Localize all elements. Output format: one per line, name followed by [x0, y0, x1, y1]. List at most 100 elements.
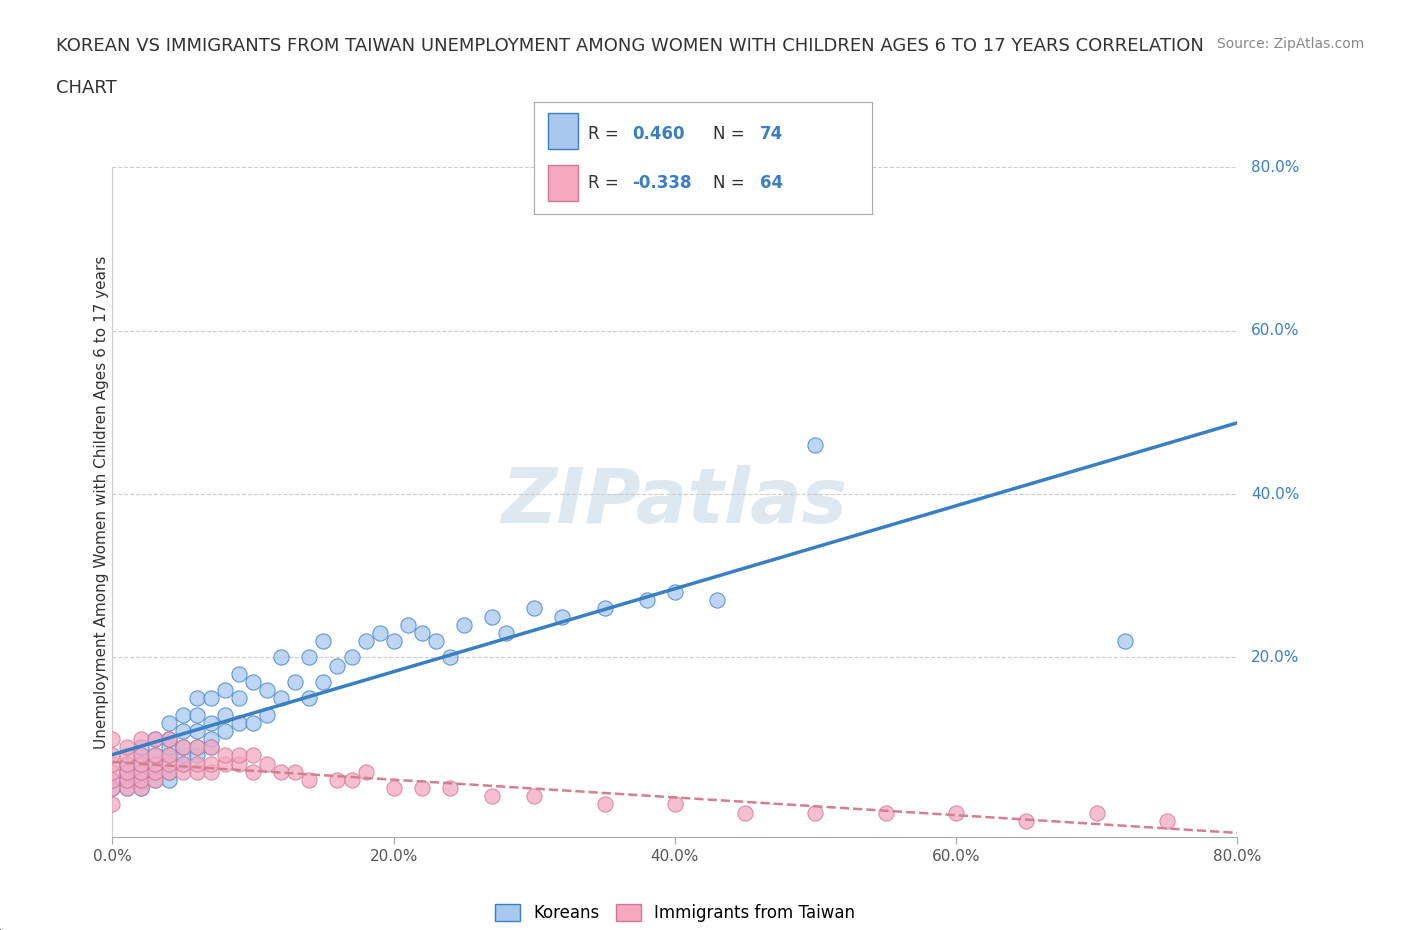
- Point: [551, 609, 574, 624]
- Point: [129, 773, 152, 788]
- Point: [256, 756, 278, 771]
- Text: N =: N =: [713, 174, 749, 192]
- Point: [143, 732, 166, 747]
- Point: [143, 748, 166, 763]
- Point: [804, 438, 827, 453]
- Point: [593, 797, 616, 812]
- Point: [101, 748, 124, 763]
- Point: [115, 773, 138, 788]
- Point: [101, 773, 124, 788]
- Point: [340, 773, 363, 788]
- Point: [1114, 633, 1136, 648]
- Point: [129, 773, 152, 788]
- Point: [312, 633, 335, 648]
- Text: Source: ZipAtlas.com: Source: ZipAtlas.com: [1216, 37, 1364, 51]
- Point: [186, 724, 208, 738]
- Point: [129, 780, 152, 795]
- Point: [312, 674, 335, 689]
- Point: [157, 773, 180, 788]
- Point: [129, 748, 152, 763]
- Legend: Koreans, Immigrants from Taiwan: Koreans, Immigrants from Taiwan: [495, 904, 855, 923]
- Text: 74: 74: [761, 125, 783, 142]
- Point: [143, 756, 166, 771]
- Text: 60.0%: 60.0%: [1251, 324, 1299, 339]
- Point: [256, 707, 278, 722]
- Point: [298, 691, 321, 706]
- Point: [115, 773, 138, 788]
- Point: [186, 748, 208, 763]
- Point: [326, 773, 349, 788]
- Point: [157, 764, 180, 779]
- Point: [143, 756, 166, 771]
- Point: [186, 739, 208, 754]
- Text: N =: N =: [713, 125, 749, 142]
- Point: [172, 707, 194, 722]
- Text: ZIPatlas: ZIPatlas: [502, 465, 848, 539]
- Point: [143, 773, 166, 788]
- Point: [200, 756, 222, 771]
- Point: [326, 658, 349, 673]
- Point: [481, 789, 503, 804]
- Point: [270, 691, 292, 706]
- Point: [200, 764, 222, 779]
- Point: [284, 674, 307, 689]
- Point: [481, 609, 503, 624]
- Point: [523, 601, 546, 616]
- Point: [143, 764, 166, 779]
- Point: [115, 739, 138, 754]
- Point: [298, 773, 321, 788]
- Point: [706, 592, 728, 607]
- Point: [411, 625, 433, 640]
- Text: 20.0%: 20.0%: [1251, 650, 1299, 665]
- Point: [270, 650, 292, 665]
- Point: [200, 739, 222, 754]
- Point: [1015, 813, 1038, 828]
- Point: [172, 739, 194, 754]
- Point: [101, 797, 124, 812]
- Point: [157, 764, 180, 779]
- Bar: [548, 113, 578, 149]
- Point: [129, 756, 152, 771]
- Point: [101, 773, 124, 788]
- Text: R =: R =: [588, 125, 624, 142]
- Point: [214, 756, 236, 771]
- Point: [143, 748, 166, 763]
- Point: [157, 732, 180, 747]
- Point: [875, 805, 897, 820]
- Point: [157, 748, 180, 763]
- Point: [157, 756, 180, 771]
- Point: [439, 780, 461, 795]
- Point: [115, 756, 138, 771]
- Point: [115, 748, 138, 763]
- Text: 64: 64: [761, 174, 783, 192]
- Point: [200, 715, 222, 730]
- Point: [101, 756, 124, 771]
- Point: [115, 756, 138, 771]
- Point: [1085, 805, 1108, 820]
- Point: [200, 732, 222, 747]
- Point: [242, 715, 264, 730]
- Point: [186, 756, 208, 771]
- Point: [143, 773, 166, 788]
- Point: [523, 789, 546, 804]
- Point: [1156, 813, 1178, 828]
- Text: 40.0%: 40.0%: [1251, 486, 1299, 501]
- Point: [101, 732, 124, 747]
- Text: 80.0%: 80.0%: [1251, 160, 1299, 175]
- Point: [129, 732, 152, 747]
- Point: [425, 633, 447, 648]
- Point: [228, 715, 250, 730]
- Point: [340, 650, 363, 665]
- Text: CHART: CHART: [56, 79, 117, 97]
- Point: [115, 764, 138, 779]
- Point: [172, 739, 194, 754]
- Point: [172, 748, 194, 763]
- Point: [396, 618, 419, 632]
- Point: [172, 764, 194, 779]
- Point: [242, 748, 264, 763]
- Point: [228, 666, 250, 681]
- Point: [270, 764, 292, 779]
- Point: [354, 633, 377, 648]
- Text: 0.460: 0.460: [633, 125, 685, 142]
- Point: [129, 780, 152, 795]
